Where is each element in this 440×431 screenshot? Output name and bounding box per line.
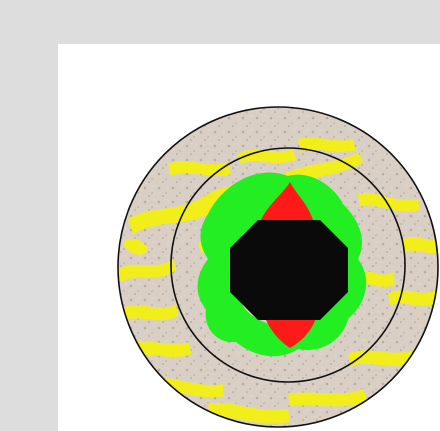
tissue-disc xyxy=(118,107,438,427)
inner-ring-outline xyxy=(170,147,406,383)
red-region xyxy=(260,182,318,348)
image-panel xyxy=(58,44,440,431)
micrograph-image xyxy=(117,106,439,428)
outer-ring-outline xyxy=(117,106,439,428)
central-void xyxy=(230,220,348,320)
